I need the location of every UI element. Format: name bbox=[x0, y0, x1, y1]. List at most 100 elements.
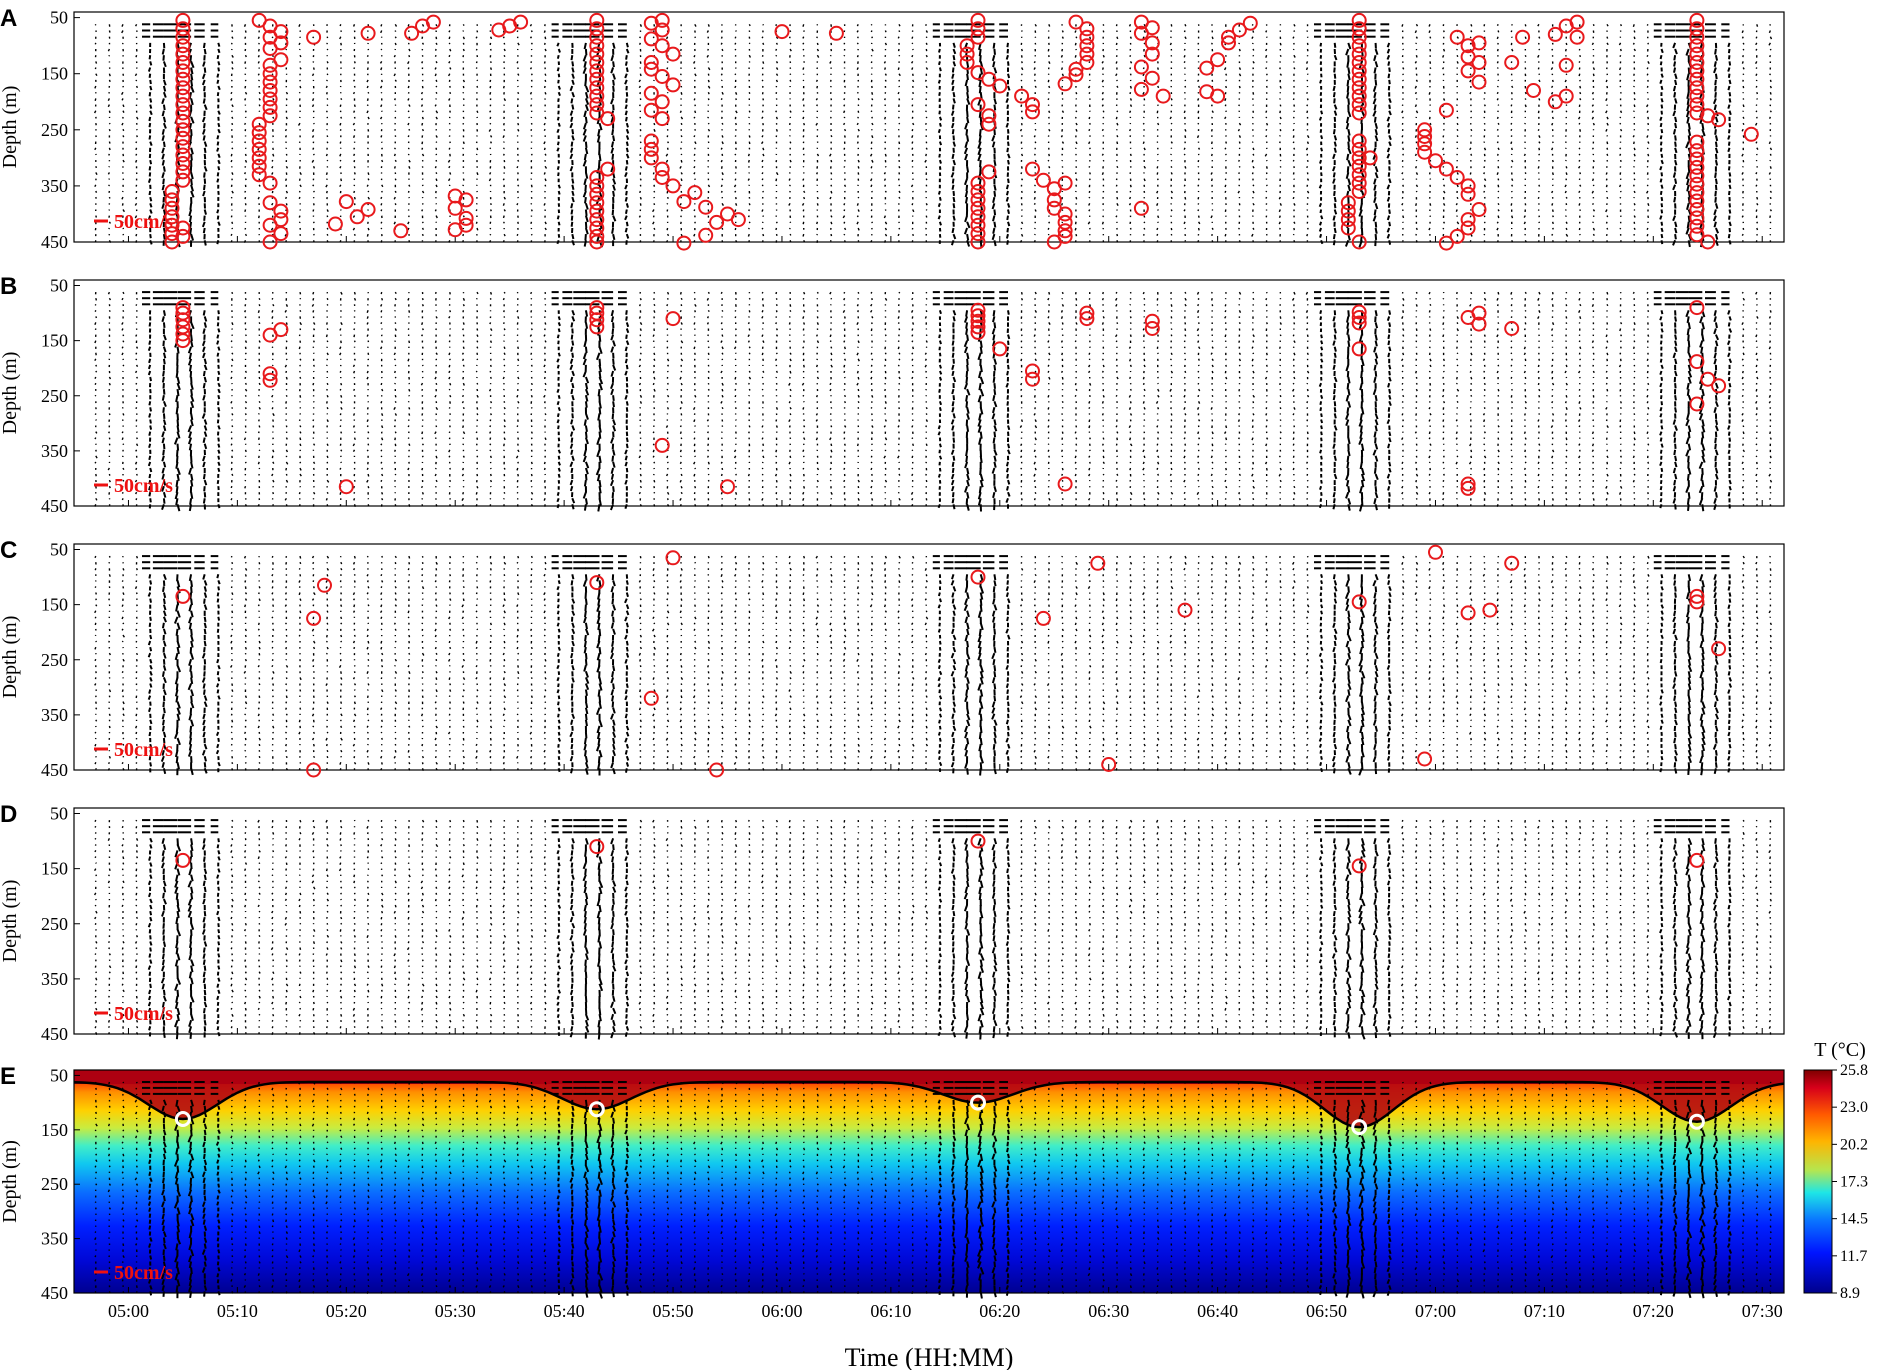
marker bbox=[959, 46, 975, 62]
y-tick-label: 150 bbox=[41, 1120, 68, 1140]
colorbar-gradient bbox=[1803, 1069, 1833, 1294]
marker bbox=[1471, 316, 1487, 332]
marker bbox=[600, 161, 616, 177]
marker bbox=[1428, 153, 1443, 169]
marker bbox=[1700, 371, 1716, 387]
marker bbox=[1079, 305, 1095, 321]
marker bbox=[1428, 544, 1443, 560]
y-tick-label: 250 bbox=[41, 914, 68, 934]
marker bbox=[175, 852, 191, 868]
marker bbox=[1351, 310, 1367, 325]
marker bbox=[262, 195, 278, 211]
marker bbox=[589, 63, 605, 79]
marker bbox=[1079, 55, 1095, 70]
plot-frame bbox=[73, 1069, 1785, 1294]
marker bbox=[1351, 594, 1367, 610]
marker bbox=[1079, 38, 1095, 54]
plot-frame bbox=[73, 279, 1785, 507]
marker bbox=[1689, 143, 1705, 159]
marker bbox=[251, 116, 267, 132]
marker bbox=[1482, 602, 1498, 618]
x-tick-label: 06:00 bbox=[761, 1301, 802, 1321]
marker bbox=[262, 57, 278, 73]
particle-markers bbox=[164, 12, 1759, 251]
colorbar-tick-label: 8.9 bbox=[1840, 1285, 1860, 1302]
marker bbox=[1700, 234, 1716, 250]
marker bbox=[774, 24, 790, 40]
panel-e: 50 150 250 350 450 05:00 05:10 05:20 05:30 05:40 0… bbox=[0, 1063, 1785, 1321]
marker bbox=[1417, 751, 1433, 767]
marker bbox=[1417, 136, 1433, 152]
marker bbox=[1035, 610, 1051, 626]
marker bbox=[1210, 88, 1226, 104]
marker bbox=[1057, 175, 1073, 191]
marker bbox=[1460, 476, 1476, 492]
marker bbox=[1711, 112, 1727, 128]
y-tick-label: 50 bbox=[50, 804, 68, 824]
y-axis-label: Depth (m) bbox=[0, 880, 21, 963]
marker bbox=[1460, 212, 1476, 228]
marker bbox=[1417, 144, 1433, 160]
marker bbox=[175, 113, 191, 129]
x-tick-label: 07:10 bbox=[1524, 1301, 1565, 1321]
temperature-colorbar: T (°C)25.8 23.0 20.2 17.3 14.5 11.7 8.9 bbox=[1803, 1039, 1868, 1302]
marker bbox=[589, 88, 605, 104]
scale-label: 50cm/s bbox=[114, 475, 173, 497]
marker bbox=[306, 762, 322, 778]
y-tick-label: 50 bbox=[50, 540, 68, 560]
y-tick-label: 150 bbox=[41, 331, 68, 351]
current-vectors bbox=[94, 555, 1773, 776]
marker bbox=[589, 12, 605, 28]
marker bbox=[992, 341, 1008, 357]
marker bbox=[1689, 55, 1705, 70]
marker bbox=[970, 302, 986, 318]
x-tick-label: 06:50 bbox=[1306, 1301, 1347, 1321]
marker bbox=[1689, 63, 1705, 79]
marker bbox=[174, 1111, 191, 1127]
marker bbox=[175, 156, 191, 171]
marker bbox=[1471, 74, 1487, 90]
marker bbox=[1199, 60, 1215, 76]
panel-letter: B bbox=[0, 273, 17, 300]
marker bbox=[589, 46, 605, 62]
marker bbox=[458, 217, 474, 233]
marker bbox=[589, 186, 605, 202]
marker bbox=[1133, 59, 1149, 75]
marker bbox=[1689, 227, 1705, 243]
marker bbox=[589, 212, 605, 228]
y-tick-label: 50 bbox=[50, 1065, 68, 1085]
panel-letter: C bbox=[0, 537, 17, 564]
marker bbox=[262, 41, 278, 56]
marker bbox=[665, 178, 681, 194]
x-tick-label: 05:10 bbox=[217, 1301, 258, 1321]
x-tick-label: 07:00 bbox=[1415, 1301, 1456, 1321]
marker bbox=[992, 78, 1008, 94]
marker bbox=[1460, 220, 1476, 236]
marker bbox=[1351, 167, 1367, 183]
marker bbox=[1351, 12, 1367, 28]
marker bbox=[1438, 235, 1454, 251]
marker bbox=[175, 12, 191, 28]
panel-c: 50 150 250 350 450 Depth (m) C 50cm/s bbox=[0, 537, 1785, 780]
marker bbox=[1547, 26, 1563, 42]
marker bbox=[959, 55, 975, 70]
marker bbox=[327, 216, 343, 232]
marker bbox=[1025, 104, 1040, 120]
colorbar-tick-label: 17.3 bbox=[1840, 1174, 1868, 1191]
marker bbox=[175, 326, 191, 342]
marker bbox=[1057, 206, 1073, 222]
marker bbox=[338, 479, 354, 495]
marker bbox=[164, 209, 180, 225]
particle-markers bbox=[175, 833, 1705, 874]
marker bbox=[665, 77, 681, 93]
marker bbox=[1689, 168, 1705, 184]
marker bbox=[262, 366, 278, 382]
marker bbox=[970, 192, 986, 208]
marker bbox=[1351, 29, 1367, 45]
marker bbox=[589, 228, 605, 244]
marker bbox=[1569, 29, 1585, 45]
marker bbox=[1351, 55, 1367, 70]
marker bbox=[643, 150, 659, 166]
marker bbox=[1068, 61, 1084, 77]
marker bbox=[654, 94, 670, 110]
